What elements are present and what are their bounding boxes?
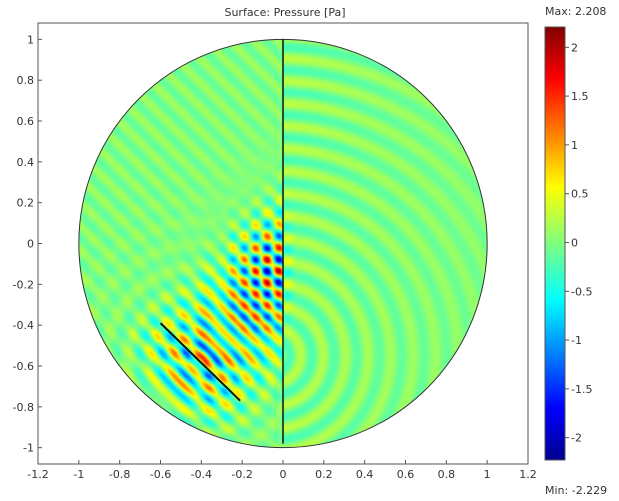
source-line [159, 322, 241, 402]
colorbar-tick-label: 1.5 [571, 90, 589, 103]
y-tick-label: -0.6 [13, 360, 34, 373]
colorbar-tick-label: 2 [571, 41, 578, 54]
x-tick-label: 0 [280, 468, 287, 481]
colorbar-tick-label: -0.5 [571, 285, 592, 298]
x-tick-label: 0.2 [315, 468, 333, 481]
y-tick-label: 0.6 [17, 115, 35, 128]
x-tick-label: -1 [73, 468, 84, 481]
x-tick-label: -0.8 [109, 468, 130, 481]
colorbar [544, 26, 566, 461]
x-tick-label: 0.6 [397, 468, 415, 481]
y-tick-label: 0.2 [17, 197, 35, 210]
x-tick-label: 1 [484, 468, 491, 481]
y-tick-label: 0 [27, 238, 34, 251]
colorbar-tick-label: -1 [571, 334, 582, 347]
y-tick-label: -1 [23, 442, 34, 455]
colorbar-tick-label: -2 [571, 432, 582, 445]
colorbar-tick-label: -1.5 [571, 383, 592, 396]
x-tick-label: -1.2 [27, 468, 48, 481]
colorbar-tick-label: 1 [571, 139, 578, 152]
y-tick-label: -0.2 [13, 278, 34, 291]
x-tick-label: 0.4 [356, 468, 374, 481]
x-tick-label: -0.4 [191, 468, 212, 481]
y-tick-label: 1 [27, 33, 34, 46]
y-tick-label: -0.8 [13, 401, 34, 414]
colorbar-max-label: Max: 2.208 [545, 5, 606, 18]
x-tick-label: 0.8 [438, 468, 456, 481]
x-tick-label: 1.2 [519, 468, 537, 481]
x-axis: -1.2 -1 -0.8 -0.6 -0.4 -0.2 0 0.2 0.4 0.6 0.8 1 1.2 [27, 460, 537, 481]
y-tick-label: 0.8 [17, 74, 35, 87]
colorbar-ticks: 2 1.5 1 0.5 0 -0.5 -1 -1.5 -2 [565, 41, 592, 445]
y-tick-label: -0.4 [13, 319, 34, 332]
x-tick-label: -0.6 [150, 468, 171, 481]
x-tick-label: -0.2 [231, 468, 252, 481]
colorbar-tick-label: 0 [571, 236, 578, 249]
colorbar-min-label: Min: -2.229 [545, 484, 607, 497]
y-tick-label: 0.4 [17, 156, 35, 169]
colorbar-tick-label: 0.5 [571, 188, 589, 201]
y-axis: 1 0.8 0.6 0.4 0.2 0 -0.2 -0.4 -0.6 -0.8 -1 [13, 33, 42, 455]
plot-title: Surface: Pressure [Pa] [224, 6, 345, 19]
domain-boundary [78, 38, 488, 449]
